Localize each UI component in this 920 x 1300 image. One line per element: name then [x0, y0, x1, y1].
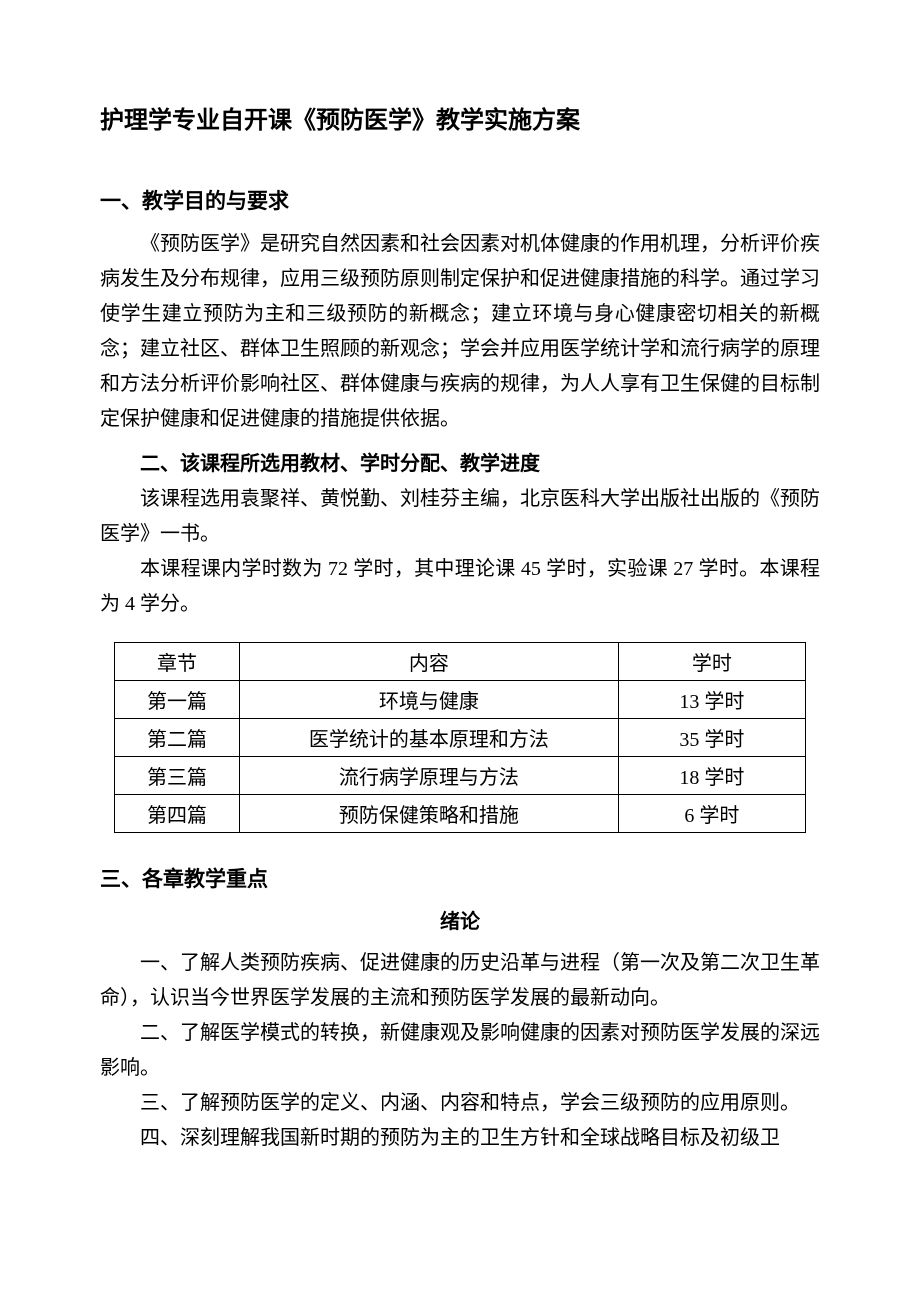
- table-row: 第二篇 医学统计的基本原理和方法 35 学时: [115, 719, 805, 757]
- table-cell: 35 学时: [619, 719, 805, 757]
- section-3-item-4: 四、深刻理解我国新时期的预防为主的卫生方针和全球战略目标及初级卫: [100, 1121, 820, 1156]
- table-cell: 环境与健康: [239, 681, 619, 719]
- table-header-chapter: 章节: [115, 643, 239, 681]
- schedule-table: 章节 内容 学时 第一篇 环境与健康 13 学时 第二篇 医学统计的基本原理和方…: [114, 642, 805, 833]
- section-3-heading: 三、各章教学重点: [100, 863, 820, 893]
- table-cell: 13 学时: [619, 681, 805, 719]
- section-3-item-2: 二、了解医学模式的转换，新健康观及影响健康的因素对预防医学发展的深远影响。: [100, 1016, 820, 1086]
- table-cell: 第四篇: [115, 795, 239, 833]
- table-row: 第四篇 预防保健策略和措施 6 学时: [115, 795, 805, 833]
- document-title: 护理学专业自开课《预防医学》教学实施方案: [100, 100, 820, 135]
- table-row: 第一篇 环境与健康 13 学时: [115, 681, 805, 719]
- section-3: 三、各章教学重点 绪论 一、了解人类预防疾病、促进健康的历史沿革与进程（第一次及…: [100, 863, 820, 1156]
- table-header-hours: 学时: [619, 643, 805, 681]
- section-2-heading: 二、该课程所选用教材、学时分配、教学进度: [100, 447, 820, 482]
- section-3-item-3: 三、了解预防医学的定义、内涵、内容和特点，学会三级预防的应用原则。: [100, 1086, 820, 1121]
- table-header-content: 内容: [239, 643, 619, 681]
- section-2-paragraph-1: 该课程选用袁聚祥、黄悦勤、刘桂芬主编，北京医科大学出版社出版的《预防医学》一书。: [100, 482, 820, 552]
- table-cell: 第三篇: [115, 757, 239, 795]
- table-cell: 预防保健策略和措施: [239, 795, 619, 833]
- table-cell: 第二篇: [115, 719, 239, 757]
- section-1-paragraph-1: 《预防医学》是研究自然因素和社会因素对机体健康的作用机理，分析评价疾病发生及分布…: [100, 227, 820, 437]
- section-3-item-1: 一、了解人类预防疾病、促进健康的历史沿革与进程（第一次及第二次卫生革命），认识当…: [100, 946, 820, 1016]
- table-cell: 医学统计的基本原理和方法: [239, 719, 619, 757]
- table-row: 第三篇 流行病学原理与方法 18 学时: [115, 757, 805, 795]
- section-1-heading: 一、教学目的与要求: [100, 185, 820, 215]
- table-cell: 第一篇: [115, 681, 239, 719]
- table-cell: 18 学时: [619, 757, 805, 795]
- section-3-subtitle: 绪论: [100, 905, 820, 940]
- section-2-paragraph-2: 本课程课内学时数为 72 学时，其中理论课 45 学时，实验课 27 学时。本课…: [100, 552, 820, 622]
- section-2: 二、该课程所选用教材、学时分配、教学进度 该课程选用袁聚祥、黄悦勤、刘桂芬主编，…: [100, 447, 820, 622]
- table-cell: 6 学时: [619, 795, 805, 833]
- table-cell: 流行病学原理与方法: [239, 757, 619, 795]
- table-header-row: 章节 内容 学时: [115, 643, 805, 681]
- section-1: 一、教学目的与要求 《预防医学》是研究自然因素和社会因素对机体健康的作用机理，分…: [100, 185, 820, 437]
